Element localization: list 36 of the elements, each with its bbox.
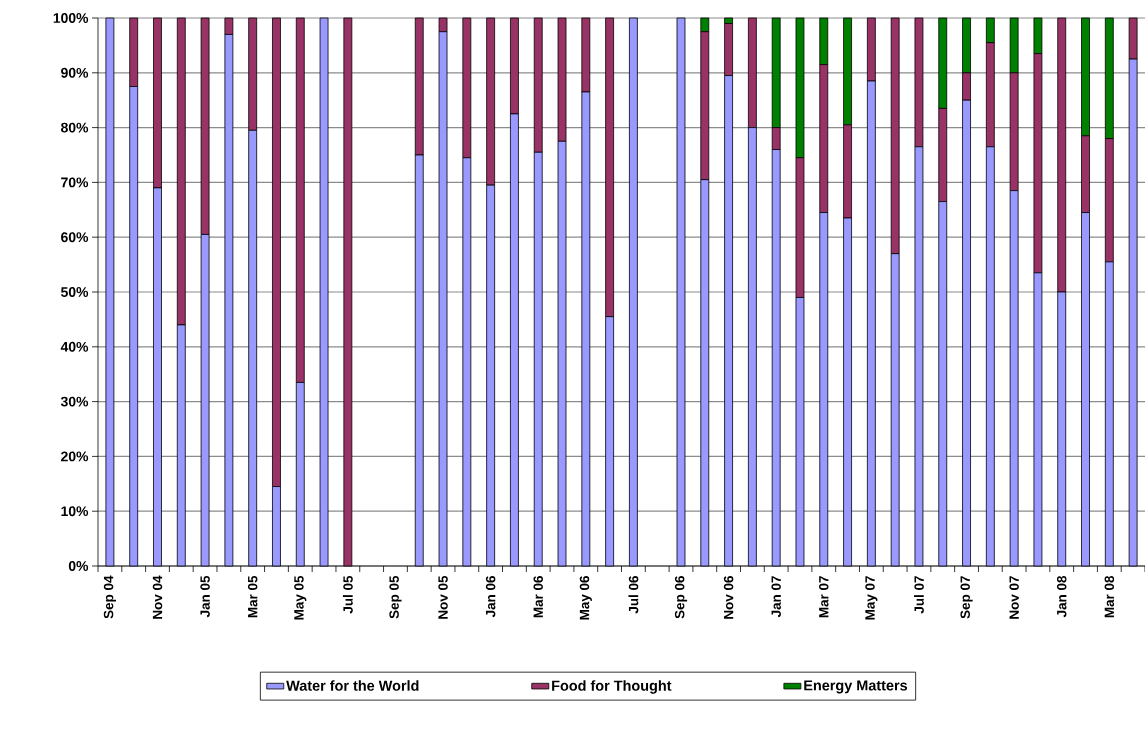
y-tick-label: 20% [61,451,89,462]
y-tick-label: 90% [61,67,89,78]
x-tick-label: Mar 08 [1104,575,1115,618]
x-tick-label: Mar 06 [533,576,543,618]
x-tick-label: Nov 06 [723,576,734,619]
x-tick-label: Nov 04 [152,575,163,619]
x-tick-label: Jan 07 [771,576,781,618]
x-tick-label: May 06 [579,576,592,620]
x-tick-label: Nov 07 [1009,576,1019,619]
x-tick-label: Jan 06 [485,576,496,618]
legend-label: Energy Matters [804,680,908,694]
legend-label: Food for Thought [552,680,672,694]
y-tick-label: 60% [61,232,89,243]
x-tick-label: Jan 05 [200,575,210,618]
x-tick-label: Jan 08 [1056,575,1067,618]
x-tick-label: Jul 05 [342,575,353,614]
x-tick-label: May 07 [865,576,878,620]
x-tick-label: May 05 [294,575,307,620]
legend-label: Water for the World [286,680,419,691]
y-tick-label: 30% [60,396,89,407]
x-tick-label: Jul 06 [628,576,639,614]
y-tick-label: 40% [60,341,89,352]
y-tick-label: 50% [60,287,89,297]
y-tick-label: 100% [53,13,89,23]
x-tick-label: Nov 05 [438,575,448,619]
y-tick-label: 10% [61,506,89,517]
y-tick-label: 70% [61,177,89,188]
x-tick-label: Sep 06 [674,576,688,619]
x-tick-label: Sep 05 [389,575,402,619]
y-tick-label: 80% [61,122,89,133]
x-tick-label: Mar 07 [819,576,829,618]
x-tick-label: Sep 04 [103,575,116,619]
y-tick-label: 0% [68,561,89,571]
x-tick-label: Mar 05 [247,575,258,618]
x-tick-label: Sep 07 [960,576,973,619]
x-tick-label: Jul 07 [914,576,924,614]
